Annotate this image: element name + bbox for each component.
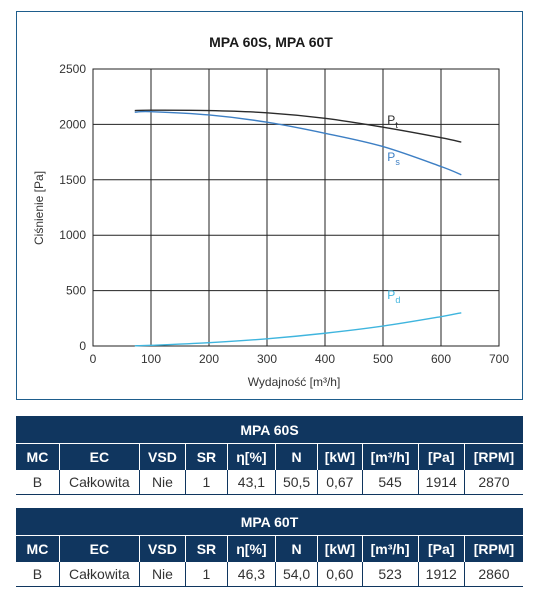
header-cell: [m³/h]: [361, 535, 419, 562]
value-cell: 46,3: [226, 562, 276, 587]
value-cell: B: [16, 470, 60, 495]
header-cell: MC: [16, 443, 60, 470]
x-tick-label: 700: [489, 352, 509, 366]
value-cell: Całkowita: [58, 470, 140, 495]
series-label-ps: Ps: [387, 150, 400, 167]
value-cell: 0,60: [317, 562, 362, 587]
header-cell: N: [274, 443, 318, 470]
value-cell: Całkowita: [58, 562, 140, 587]
x-tick-label: 500: [373, 352, 393, 366]
header-cell: SR: [185, 443, 228, 470]
table-row: B Całkowita Nie 1 46,3 54,0 0,60 523 191…: [16, 562, 523, 587]
series-line-ps: [134, 110, 462, 176]
value-cell: 43,1: [226, 470, 276, 495]
chart-frame: MPA 60S, MPA 60T 0 100 200 300 400 500 600 700 0…: [16, 11, 523, 400]
x-tick-label: 100: [141, 352, 161, 366]
value-cell: 1912: [417, 562, 465, 587]
header-cell: EC: [58, 443, 140, 470]
header-cell: [RPM]: [463, 535, 523, 562]
y-tick-label: 2500: [59, 62, 86, 76]
value-cell: B: [16, 562, 60, 587]
y-tick-label: 1500: [59, 173, 86, 187]
chart-title: MPA 60S, MPA 60T: [209, 34, 333, 50]
value-cell: 523: [361, 562, 419, 587]
y-tick-label: 1000: [59, 228, 86, 242]
header-cell: [kW]: [317, 443, 362, 470]
value-cell: 50,5: [274, 470, 318, 495]
x-tick-label: 0: [90, 352, 97, 366]
y-tick-label: 500: [66, 284, 86, 298]
y-tick-label: 0: [79, 339, 86, 353]
header-cell: MC: [16, 535, 60, 562]
x-axis-label: Wydajność [m³/h]: [248, 375, 341, 389]
value-cell: 1: [185, 470, 228, 495]
x-tick-label: 200: [199, 352, 219, 366]
y-tick-label: 2000: [59, 117, 86, 131]
header-cell: [RPM]: [463, 443, 523, 470]
header-cell: VSD: [138, 443, 186, 470]
value-cell: 0,67: [317, 470, 362, 495]
y-axis-label: Ciśnienie [Pa]: [32, 171, 46, 245]
header-cell: η[%]: [226, 443, 276, 470]
value-cell: 545: [361, 470, 419, 495]
header-cell: [Pa]: [417, 535, 465, 562]
header-cell: N: [274, 535, 318, 562]
table-row: B Całkowita Nie 1 43,1 50,5 0,67 545 191…: [16, 470, 523, 495]
series-label-pt: Pt: [387, 113, 398, 130]
spec-table-mpa-60s: MPA 60S MC EC VSD SR η[%] N [kW] [m³/h] …: [16, 416, 523, 495]
spec-table-mpa-60t: MPA 60T MC EC VSD SR η[%] N [kW] [m³/h] …: [16, 508, 523, 587]
series-line-pt: [134, 109, 462, 143]
series-label-pd: Pd: [387, 288, 400, 305]
x-tick-label: 300: [257, 352, 277, 366]
x-tick-label: 600: [431, 352, 451, 366]
chart: MPA 60S, MPA 60T 0 100 200 300 400 500 600 700 0…: [32, 34, 509, 389]
value-cell: Nie: [138, 470, 186, 495]
series-line-pd: [134, 312, 462, 347]
header-cell: [Pa]: [417, 443, 465, 470]
table-title: MPA 60T: [16, 508, 523, 536]
value-cell: Nie: [138, 562, 186, 587]
value-cell: 2860: [463, 562, 523, 587]
x-tick-label: 400: [315, 352, 335, 366]
header-cell: EC: [58, 535, 140, 562]
table-header-row: MC EC VSD SR η[%] N [kW] [m³/h] [Pa] [RP…: [16, 535, 523, 562]
value-cell: 2870: [463, 470, 523, 495]
value-cell: 1: [185, 562, 228, 587]
header-cell: [kW]: [317, 535, 362, 562]
header-cell: [m³/h]: [361, 443, 419, 470]
plot-frame: [92, 68, 500, 347]
table-title: MPA 60S: [16, 416, 523, 444]
table-header-row: MC EC VSD SR η[%] N [kW] [m³/h] [Pa] [RP…: [16, 443, 523, 470]
header-cell: η[%]: [226, 535, 276, 562]
value-cell: 54,0: [274, 562, 318, 587]
header-cell: SR: [185, 535, 228, 562]
header-cell: VSD: [138, 535, 186, 562]
value-cell: 1914: [417, 470, 465, 495]
